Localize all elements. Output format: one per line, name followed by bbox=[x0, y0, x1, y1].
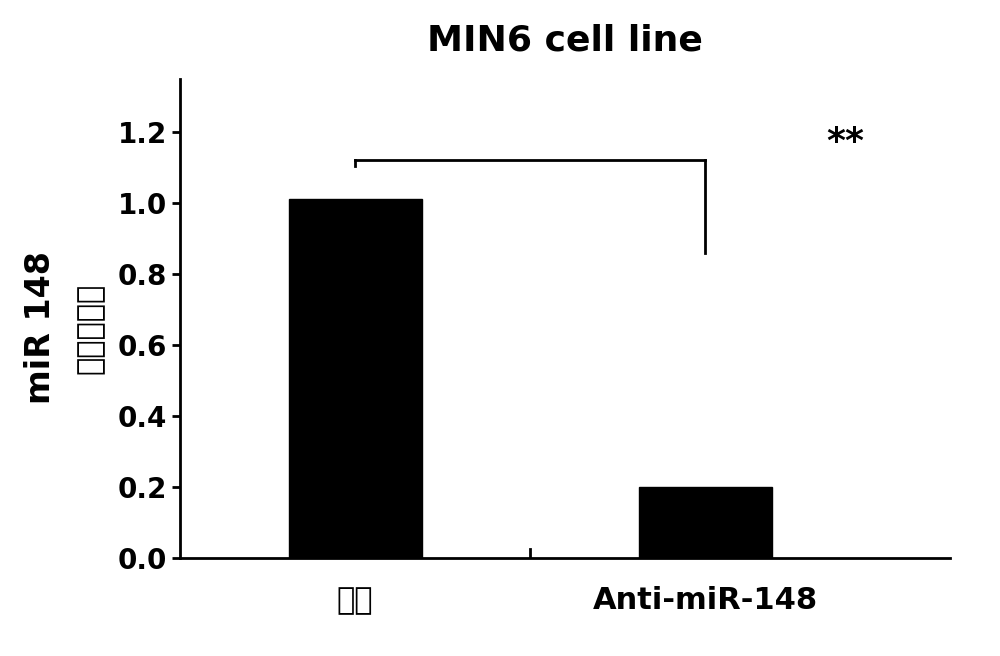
Text: 对照: 对照 bbox=[337, 586, 373, 615]
Text: **: ** bbox=[826, 125, 864, 159]
Text: 相对表达量: 相对表达量 bbox=[76, 282, 104, 374]
Text: Anti-miR-148: Anti-miR-148 bbox=[592, 586, 818, 615]
Text: miR 148: miR 148 bbox=[23, 251, 56, 405]
Bar bbox=[288, 199, 422, 558]
Title: MIN6 cell line: MIN6 cell line bbox=[427, 24, 703, 58]
Bar bbox=[639, 487, 772, 558]
